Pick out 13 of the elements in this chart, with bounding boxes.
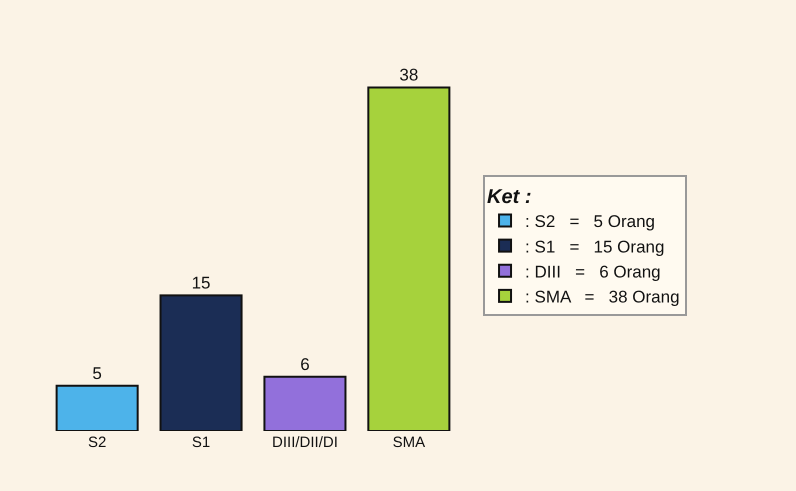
x-tick-label: DIII/DII/DI: [272, 434, 338, 451]
data-label: 15: [192, 273, 211, 292]
legend-label: : DIII = 6 Orang: [525, 262, 661, 282]
data-label: 6: [300, 354, 310, 374]
legend-label: : S2 = 5 Orang: [525, 212, 655, 232]
legend-label: : S1 = 15 Orang: [525, 237, 664, 256]
x-tick-label: S1: [192, 434, 210, 451]
data-label: 38: [399, 65, 418, 84]
data-label: 5: [92, 364, 102, 383]
legend-label: : SMA = 38 Orang: [525, 287, 680, 306]
legend-title: Ket :: [487, 186, 532, 208]
x-tick-label: SMA: [392, 434, 426, 451]
x-tick-label: S2: [88, 434, 106, 451]
